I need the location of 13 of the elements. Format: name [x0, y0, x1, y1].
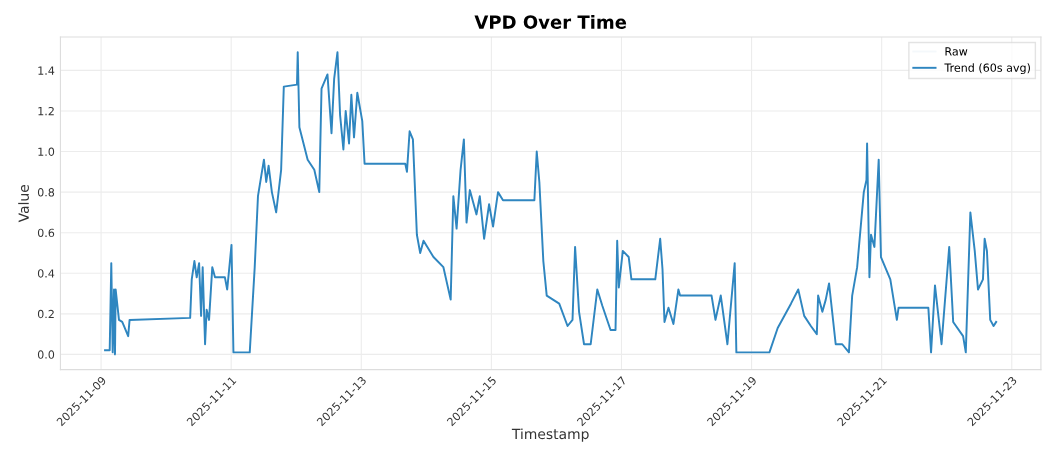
y-tick-label: 1.2: [38, 106, 54, 116]
y-tick-label: 0.4: [37, 269, 55, 278]
y-tick-label: 0.2: [37, 309, 54, 319]
y-axis-title: Value: [18, 184, 29, 223]
y-tick-label: 0.8: [37, 188, 55, 197]
y-tick-label: 1.0: [38, 147, 55, 156]
legend-label: Trend (60s avg): [944, 63, 1030, 75]
legend-label: Raw: [945, 47, 968, 56]
y-tick-label: 0.6: [37, 228, 55, 238]
y-tick-label: 1.4: [38, 66, 55, 75]
x-axis-title: Timestamp: [511, 428, 589, 442]
chart-title: VPD Over Time: [474, 14, 627, 29]
y-tick-label: 0.0: [37, 350, 55, 359]
